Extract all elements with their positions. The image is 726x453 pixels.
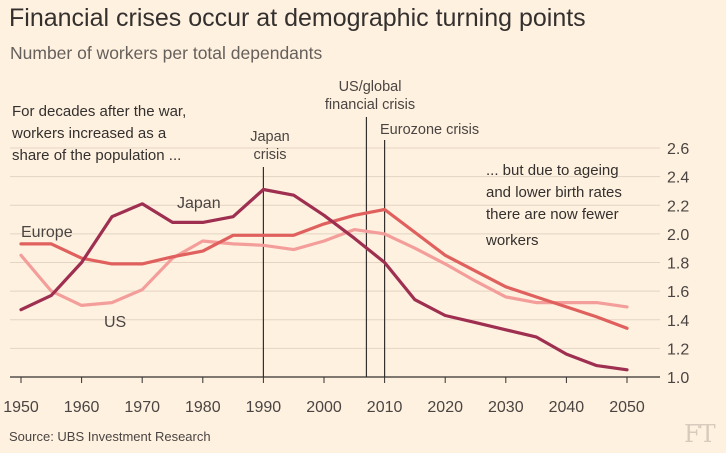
- annotation-left-line-1: For decades after the war,: [12, 103, 186, 120]
- event-label-eurozone: Eurozone crisis: [380, 122, 479, 138]
- x-tick-label: 2020: [427, 399, 463, 416]
- y-tick-label: 1.2: [667, 341, 689, 358]
- gridlines: [10, 147, 660, 349]
- source-note: Source: UBS Investment Research: [9, 429, 211, 444]
- event-label-japan: Japan crisis: [250, 129, 290, 163]
- annotation-left-line-2: workers increased as a: [11, 125, 167, 142]
- y-tick-label: 2.6: [667, 141, 689, 158]
- y-tick-label: 1.0: [667, 370, 689, 387]
- y-tick-label: 2.0: [667, 227, 689, 244]
- x-tick-label: 1970: [124, 399, 160, 416]
- annotation-left-line-3: share of the population ...: [12, 147, 181, 164]
- x-tick-label: 2050: [609, 399, 645, 416]
- x-tick-label: 2010: [367, 399, 403, 416]
- annotation-left: For decades after the war, workers incre…: [11, 103, 186, 164]
- event-label-japan-line-2: crisis: [253, 147, 286, 163]
- event-label-japan-line-1: Japan: [250, 129, 290, 145]
- x-tick-label: 1960: [64, 399, 100, 416]
- x-tick-label: 1980: [185, 399, 221, 416]
- x-tick-label: 2000: [306, 399, 342, 416]
- chart-title: Financial crises occur at demographic tu…: [9, 4, 586, 32]
- chart-subtitle: Number of workers per total dependants: [10, 43, 323, 63]
- series-line-japan: [19, 187, 629, 372]
- event-label-us-global: US/global financial crisis: [325, 79, 415, 113]
- annotation-right-line-3: there are now fewer: [486, 206, 619, 223]
- series-lines: [19, 187, 629, 372]
- y-tick-label: 1.4: [667, 313, 689, 330]
- series-line-us: [19, 228, 629, 309]
- event-label-us-line-2: financial crisis: [325, 97, 415, 113]
- annotation-right-line-2: and lower birth rates: [486, 184, 622, 201]
- tick-labels: 1.0 1.2 1.4 1.6 1.8 2.0 2.2 2.4 2.6 1950 1960 1970 1…: [3, 141, 689, 416]
- y-tick-label: 1.8: [667, 256, 689, 273]
- x-tick-label: 2030: [488, 399, 524, 416]
- y-tick-label: 2.2: [667, 198, 689, 215]
- annotation-right: ... but due to ageing and lower birth ra…: [485, 162, 622, 249]
- series-label-japan: Japan: [177, 195, 221, 212]
- ft-logo: FT: [684, 420, 716, 448]
- annotation-right-line-4: workers: [485, 232, 539, 249]
- y-tick-label: 2.4: [667, 170, 689, 187]
- series-label-europe: Europe: [21, 224, 73, 241]
- annotation-right-line-1: ... but due to ageing: [486, 162, 619, 179]
- event-label-us-line-1: US/global: [339, 79, 402, 95]
- series-label-us: US: [104, 314, 126, 331]
- x-tick-label: 2040: [549, 399, 585, 416]
- x-tick-label: 1950: [3, 399, 39, 416]
- series-line-europe: [19, 207, 629, 330]
- y-tick-label: 1.6: [667, 284, 689, 301]
- x-tick-label: 1990: [246, 399, 282, 416]
